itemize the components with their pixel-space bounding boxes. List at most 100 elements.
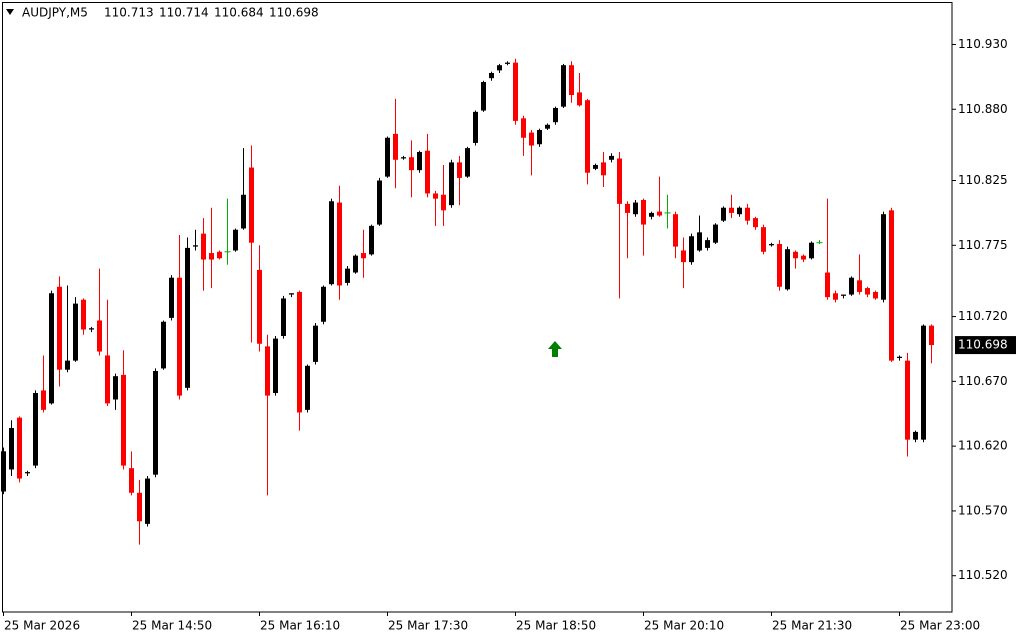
candle-body <box>185 247 190 388</box>
candle-body <box>505 62 510 64</box>
symbol: AUDJPY,M5 <box>22 6 88 20</box>
x-tick-label: 25 Mar 2026 <box>4 619 80 633</box>
x-tick-label: 25 Mar 14:50 <box>132 619 212 633</box>
x-tick-label: 25 Mar 23:00 <box>900 619 980 633</box>
candle-body <box>425 150 430 194</box>
candle-body <box>449 162 454 206</box>
candle-body <box>825 272 830 298</box>
candle-body <box>265 346 270 396</box>
candle-body <box>9 428 14 470</box>
y-tick-label: 110.720 <box>958 309 1008 323</box>
candle-body <box>473 111 478 143</box>
candle-body <box>673 214 678 247</box>
candle-body <box>305 365 310 410</box>
candle-body <box>409 157 414 171</box>
y-tick-label: 110.930 <box>958 37 1008 51</box>
candle-body <box>385 137 390 177</box>
candle-body <box>465 148 470 177</box>
candle-body <box>73 303 78 361</box>
candle-body <box>441 194 446 211</box>
candle-body <box>745 207 750 221</box>
candle-body <box>233 229 238 251</box>
candle-body <box>241 194 246 229</box>
candle-body <box>529 132 534 146</box>
candle-body <box>865 288 870 295</box>
candle-body <box>17 417 22 479</box>
candle-body <box>801 255 806 260</box>
y-tick-label: 110.670 <box>958 374 1008 388</box>
x-tick-label: 25 Mar 16:10 <box>260 619 340 633</box>
buy-arrow <box>548 341 562 357</box>
header-close: 110.698 <box>269 6 319 20</box>
candle-body <box>929 325 934 346</box>
candle-body <box>105 355 110 404</box>
candle-body <box>545 124 550 129</box>
candle-body <box>377 180 382 225</box>
candle-body <box>129 468 134 493</box>
candle-body <box>161 321 166 369</box>
candle-body <box>793 251 798 259</box>
x-tick-label: 25 Mar 17:30 <box>388 619 468 633</box>
candle-body <box>913 431 918 440</box>
candle-body <box>41 390 46 410</box>
candle-body <box>553 107 558 123</box>
plot-frame <box>2 2 953 613</box>
candle-body <box>321 286 326 322</box>
header-open: 110.713 <box>104 6 154 20</box>
candle-body <box>761 227 766 252</box>
candle-body <box>497 65 502 71</box>
candle-body <box>537 129 542 145</box>
candle-body <box>209 253 214 260</box>
candle-body <box>121 374 126 466</box>
x-tick-label: 25 Mar 20:10 <box>644 619 724 633</box>
candle-body <box>113 376 118 400</box>
candle-body <box>25 472 30 474</box>
candle-body <box>785 249 790 290</box>
candle-body <box>705 240 710 248</box>
y-tick-label: 110.520 <box>958 568 1008 582</box>
candle-body <box>681 250 686 263</box>
candle-body <box>417 152 422 171</box>
candle-body <box>1 451 6 492</box>
candle-body <box>81 299 86 330</box>
candle-body <box>89 328 94 330</box>
candle-body <box>329 201 334 285</box>
candle-body <box>137 492 142 522</box>
current-price-label: 110.698 <box>958 338 1008 352</box>
candle-body <box>521 118 526 138</box>
candle-body <box>345 268 350 283</box>
candle-body <box>561 65 566 107</box>
candle-body <box>457 162 462 178</box>
candle-body <box>625 203 630 213</box>
candle-body <box>881 214 886 300</box>
candle-body <box>257 269 262 344</box>
candle-body <box>809 242 814 259</box>
candle-body <box>849 277 854 295</box>
candle-body <box>857 280 862 292</box>
candle-body <box>313 325 318 362</box>
candle-body <box>169 277 174 318</box>
candle-body <box>641 199 646 225</box>
candle-body <box>569 65 574 95</box>
candle-body <box>249 167 254 243</box>
candle-body <box>433 193 438 199</box>
candle-body <box>49 293 54 404</box>
candle-body <box>281 298 286 337</box>
menu-triangle[interactable] <box>6 9 14 15</box>
candle-body <box>513 62 518 121</box>
candle-body <box>905 360 910 440</box>
x-tick-label: 25 Mar 21:30 <box>772 619 852 633</box>
candle-body <box>393 133 398 160</box>
candle-body <box>577 92 582 106</box>
current-price-box <box>955 336 1016 355</box>
candle-body <box>897 356 902 359</box>
x-tick-label: 25 Mar 18:50 <box>516 619 596 633</box>
candle-body <box>601 162 606 176</box>
candle-body <box>481 82 486 111</box>
candle-body <box>873 291 878 299</box>
candle-body <box>297 291 302 413</box>
candle-body <box>737 207 742 215</box>
candle-body <box>217 251 222 259</box>
y-tick-label: 110.620 <box>958 439 1008 453</box>
